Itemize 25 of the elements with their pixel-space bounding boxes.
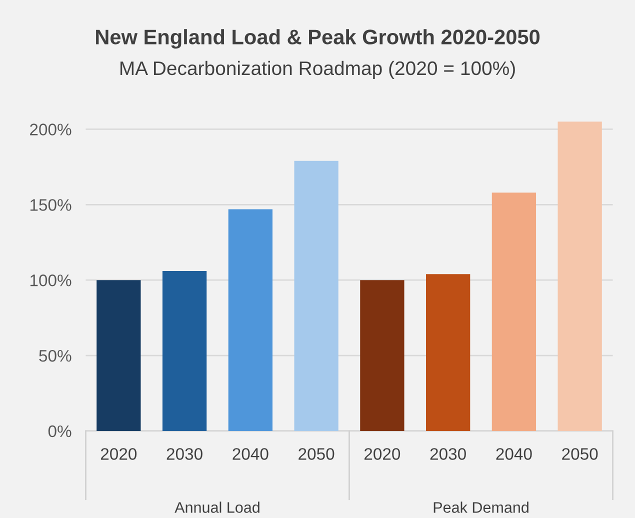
bar [558,122,602,431]
x-tick-label: 2030 [430,448,466,460]
x-tick-label: 2040 [496,448,532,460]
bar [360,280,404,431]
x-tick-label: 2050 [298,448,334,460]
x-tick-label: 2050 [562,448,598,460]
bar [294,160,338,431]
chart-title: New England Load & Peak Growth 2020-2050 [96,29,540,49]
y-tick-label: 0% [48,425,72,438]
x-tick-label: 2020 [100,448,137,460]
y-tick-label: 200% [30,124,72,136]
bar [96,280,141,431]
x-tick-label: 2030 [166,448,202,460]
text: Annual Load [174,502,260,513]
x-tick-label: 2040 [232,448,268,460]
text: Peak Demand [434,502,528,513]
y-tick-label: 50% [39,350,72,362]
bar [228,209,272,431]
x-tick-label: 2020 [364,448,400,460]
bar [492,192,536,431]
bar [426,274,470,431]
y-tick-label: 150% [30,199,72,211]
y-tick-label: 100% [30,274,72,286]
chart-subtitle: MA Decarbonization Roadmap (2020 = 100%) [120,60,515,79]
bar [162,271,207,431]
